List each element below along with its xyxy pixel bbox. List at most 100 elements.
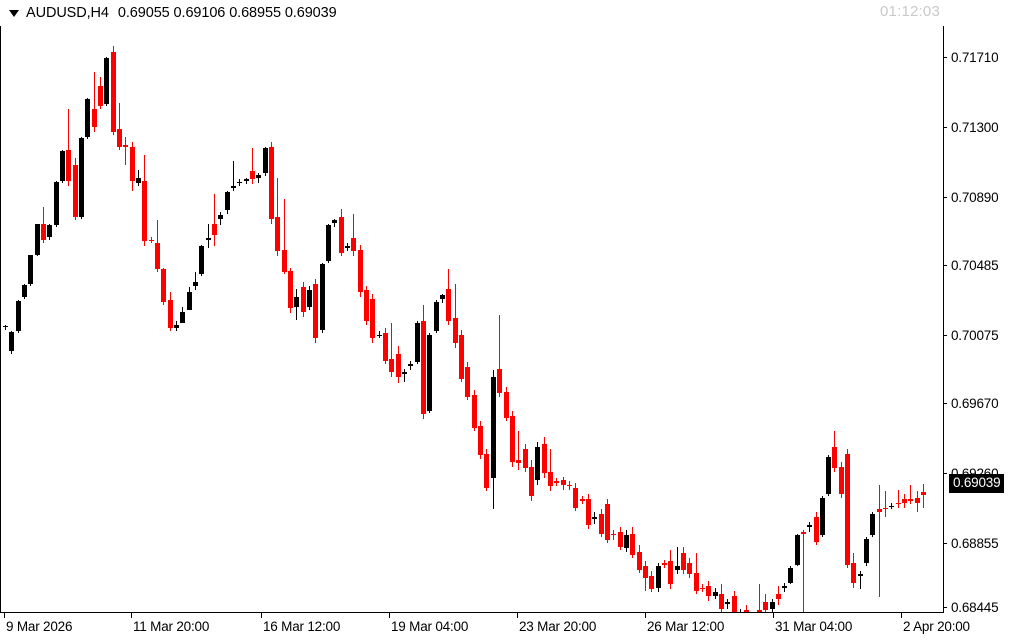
candle-body	[358, 249, 363, 293]
time-label: 19 Mar 04:00	[391, 619, 469, 634]
candle-body	[130, 146, 135, 182]
candlestick-series[interactable]	[0, 26, 943, 612]
candle-body	[605, 504, 610, 541]
candle-wick	[68, 109, 69, 186]
candle-body	[377, 334, 382, 337]
plot-frame	[0, 26, 944, 613]
price-label: 0.68855	[951, 536, 999, 551]
price-tick	[943, 57, 947, 58]
candle-body	[294, 296, 299, 307]
candle-body	[9, 332, 14, 351]
candle-wick	[379, 331, 380, 338]
candle-body	[491, 376, 496, 479]
time-label: 16 Mar 12:00	[263, 619, 341, 634]
candle-body	[870, 514, 875, 536]
candle-body	[22, 284, 27, 297]
candle-body	[206, 238, 211, 240]
price-label: 0.68445	[951, 600, 999, 615]
candle-body	[820, 497, 825, 536]
candle-wick	[898, 489, 899, 508]
candle-body	[123, 145, 128, 147]
candle-wick	[885, 491, 886, 518]
candle-body	[497, 368, 502, 394]
candle-body	[155, 243, 160, 270]
triangle-down-icon[interactable]	[9, 9, 19, 17]
candle-body	[504, 391, 509, 418]
candle-body	[54, 181, 59, 226]
price-label: 0.70075	[951, 328, 999, 343]
price-label: 0.70890	[951, 190, 999, 205]
candle-body	[180, 311, 185, 324]
price-tick	[943, 473, 947, 474]
candle-body	[573, 487, 578, 508]
candle-body	[725, 602, 730, 604]
candle-wick	[233, 161, 234, 191]
candle-body	[383, 332, 388, 361]
candle-body	[851, 563, 856, 583]
candle-body	[592, 517, 597, 519]
price-label: 0.69670	[951, 396, 999, 411]
price-tick	[943, 127, 947, 128]
candle-body	[402, 372, 407, 374]
time-tick	[389, 613, 390, 618]
candle-body	[339, 216, 344, 253]
candle-wick	[410, 360, 411, 371]
candle-body	[275, 216, 280, 252]
candle-body	[675, 566, 680, 570]
time-axis[interactable]: 9 Mar 2026 11 Mar 20:00 16 Mar 12:00 19 Mar…	[0, 613, 1024, 640]
time-tick	[645, 613, 646, 618]
candle-body	[478, 425, 483, 456]
candle-body	[807, 525, 812, 528]
candle-body	[212, 223, 217, 235]
candle-body	[826, 456, 831, 495]
candle-body	[561, 479, 566, 485]
candle-body	[713, 592, 718, 596]
price-tick	[943, 607, 947, 608]
candle-body	[788, 567, 793, 583]
candle-body	[269, 146, 274, 219]
candle-body	[3, 325, 8, 328]
candle-wick	[740, 608, 741, 612]
price-tick	[943, 197, 947, 198]
candle-body	[256, 174, 261, 178]
candle-body	[66, 150, 71, 182]
candle-wick	[727, 598, 728, 609]
time-tick	[517, 613, 518, 618]
candle-body	[649, 576, 654, 590]
candle-body	[28, 255, 33, 284]
clock-label: 01:12:03	[880, 3, 940, 20]
price-axis[interactable]: 0.71710 0.71300 0.70890 0.70485 0.70075 0.696…	[943, 26, 1024, 615]
candle-wick	[677, 546, 678, 575]
candle-body	[889, 505, 894, 508]
price-tick	[943, 543, 947, 544]
candle-body	[453, 318, 458, 343]
candle-body	[427, 334, 432, 412]
candle-body	[883, 507, 888, 510]
candle-wick	[94, 71, 95, 133]
price-tick	[943, 265, 947, 266]
candle-body	[624, 535, 629, 549]
candle-body	[60, 150, 65, 182]
candle-body	[288, 270, 293, 309]
candle-body	[225, 192, 230, 211]
candle-body	[415, 323, 420, 363]
candle-body	[858, 574, 863, 577]
candle-body	[79, 137, 84, 217]
candle-body	[98, 86, 103, 106]
candle-body	[218, 215, 223, 219]
candle-body	[542, 443, 547, 474]
candle-wick	[220, 212, 221, 226]
candle-wick	[195, 272, 196, 291]
candle-body	[643, 566, 648, 578]
candle-body	[231, 185, 236, 188]
candle-body	[142, 181, 147, 242]
candle-wick	[208, 223, 209, 248]
time-label: 31 Mar 04:00	[775, 619, 853, 634]
candle-body	[92, 109, 97, 128]
candle-body	[313, 283, 318, 338]
candle-body	[263, 148, 268, 173]
candle-wick	[119, 102, 120, 151]
candle-body	[706, 585, 711, 596]
candle-body	[41, 224, 46, 240]
